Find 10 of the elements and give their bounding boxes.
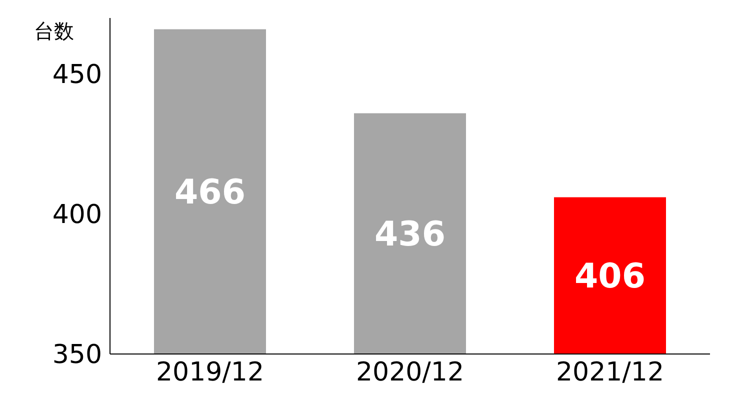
y-axis-title: 台数	[34, 18, 74, 45]
x-tick-label: 2021/12	[556, 357, 664, 388]
x-tick-label: 2020/12	[356, 357, 464, 388]
y-tick-label: 350	[52, 340, 102, 370]
y-tick-label: 450	[52, 60, 102, 90]
data-label: 406	[574, 256, 646, 297]
y-tick-label: 400	[52, 200, 102, 230]
data-label: 466	[174, 172, 246, 213]
data-label: 436	[374, 214, 446, 255]
x-tick-label: 2019/12	[156, 357, 264, 388]
